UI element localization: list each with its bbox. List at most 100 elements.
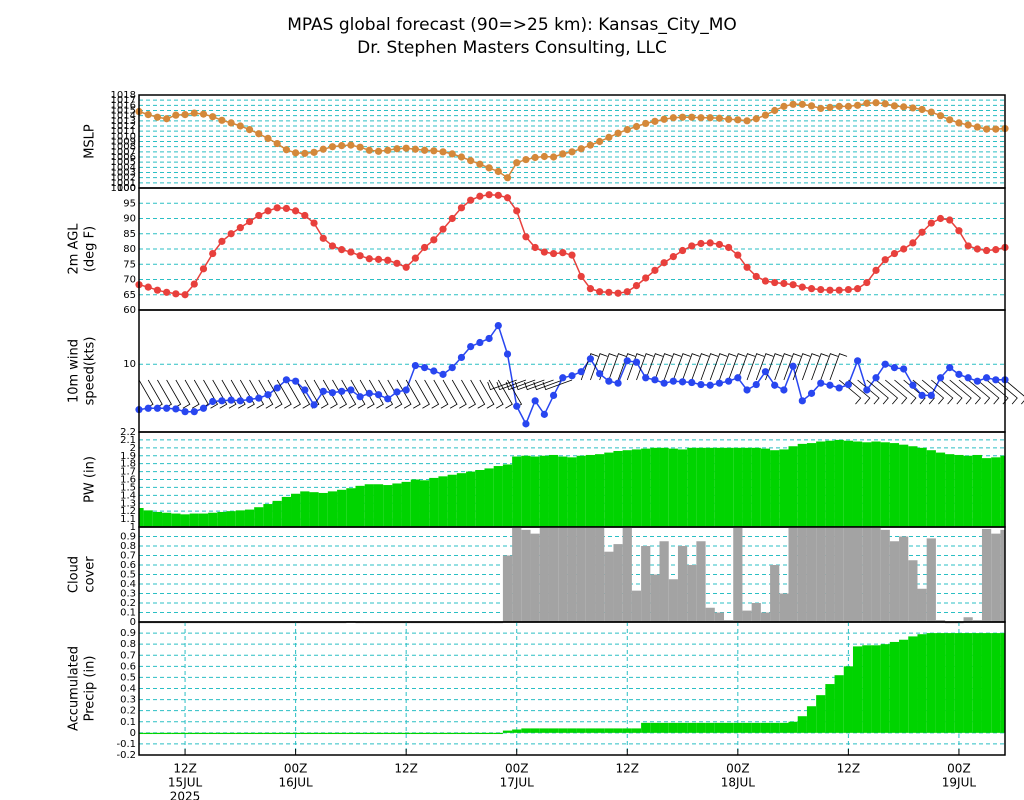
bar — [806, 527, 817, 622]
y-axis-label: Accumulated — [67, 646, 82, 731]
y-tick-label: 0.6 — [120, 661, 136, 672]
wind-barb — [451, 379, 467, 409]
data-point — [890, 364, 899, 372]
data-point — [835, 286, 843, 294]
bar — [705, 607, 715, 622]
data-point — [881, 100, 889, 108]
bar — [852, 646, 863, 733]
bar — [760, 448, 771, 527]
bar — [668, 448, 678, 527]
y-tick-label: 1002 — [111, 173, 136, 184]
bar — [539, 728, 549, 733]
bar — [899, 639, 909, 733]
data-point — [771, 278, 779, 287]
bar — [834, 439, 844, 527]
y-tick-label: 0 — [130, 617, 136, 628]
data-point — [826, 286, 834, 294]
y-axis-label: 10m wind — [67, 339, 82, 403]
bar — [548, 527, 559, 622]
bar — [963, 455, 973, 527]
data-point — [420, 243, 429, 252]
bar — [493, 466, 503, 527]
data-point — [964, 374, 972, 382]
data-point — [255, 130, 263, 138]
x-tick-label: 12Z — [616, 762, 640, 776]
bar — [816, 527, 826, 622]
data-point — [577, 272, 585, 281]
data-point — [485, 191, 493, 199]
bar — [714, 612, 725, 622]
x-date-label: 17JUL — [500, 776, 535, 790]
wind-barb — [405, 379, 421, 409]
data-point — [688, 113, 696, 121]
wind-barb — [313, 379, 329, 409]
bar — [724, 620, 734, 622]
bar — [548, 454, 559, 527]
bar — [548, 728, 559, 733]
data-point — [199, 404, 208, 412]
data-point — [522, 233, 530, 241]
wind-barb — [746, 353, 765, 381]
data-point — [872, 99, 880, 107]
data-point — [393, 145, 401, 153]
bar — [383, 732, 393, 735]
data-point — [153, 113, 162, 121]
x-year-label: 2025 — [170, 790, 201, 800]
bar — [963, 633, 973, 733]
data-point — [826, 103, 834, 111]
chart-subtitle: Dr. Stephen Masters Consulting, LLC — [357, 38, 667, 58]
data-point — [881, 256, 889, 264]
data-point — [697, 114, 705, 122]
wind-barb — [359, 379, 375, 409]
data-point — [181, 111, 189, 119]
bar — [576, 527, 586, 622]
data-point — [347, 386, 355, 394]
data-point — [255, 211, 263, 220]
y-tick-label: 0.2 — [120, 598, 136, 609]
bar — [364, 484, 374, 527]
bar — [816, 441, 826, 527]
bar — [825, 527, 835, 622]
wind-barb — [433, 379, 449, 409]
y-tick-label: 1.2 — [120, 506, 136, 517]
bar — [475, 732, 485, 735]
data-point — [365, 389, 373, 397]
data-point — [218, 237, 226, 245]
bar — [419, 732, 430, 735]
bar — [198, 513, 209, 527]
y-tick-label: 1016 — [111, 100, 136, 111]
data-point — [900, 245, 908, 253]
data-point — [522, 155, 530, 164]
data-point — [946, 216, 954, 224]
wind-barb — [599, 353, 617, 381]
data-point — [457, 204, 466, 212]
data-point — [227, 119, 235, 127]
bar — [475, 470, 485, 527]
data-point — [660, 259, 668, 267]
x-tick-label: 00Z — [726, 762, 750, 776]
bar — [659, 722, 669, 733]
bar — [244, 732, 255, 735]
data-point — [863, 99, 871, 107]
bar — [714, 447, 725, 527]
wind-barb — [230, 379, 246, 409]
wind-barb — [249, 379, 265, 409]
wind-barb — [654, 353, 673, 381]
y-tick-label: 2 — [130, 443, 136, 454]
data-point — [863, 278, 871, 287]
data-point — [660, 115, 668, 123]
bar — [926, 538, 936, 622]
bar — [834, 675, 844, 733]
bar — [779, 449, 789, 527]
bar — [143, 510, 153, 527]
y-tick-label: 1007 — [111, 147, 136, 158]
wind-barb — [212, 379, 228, 409]
y-tick-label: 1.7 — [120, 467, 136, 478]
data-point — [190, 408, 198, 416]
bar — [677, 722, 688, 733]
bar — [806, 443, 817, 527]
data-point — [807, 389, 816, 397]
bar — [668, 722, 678, 733]
bar — [880, 529, 890, 622]
y-tick-label: 70 — [123, 275, 136, 286]
